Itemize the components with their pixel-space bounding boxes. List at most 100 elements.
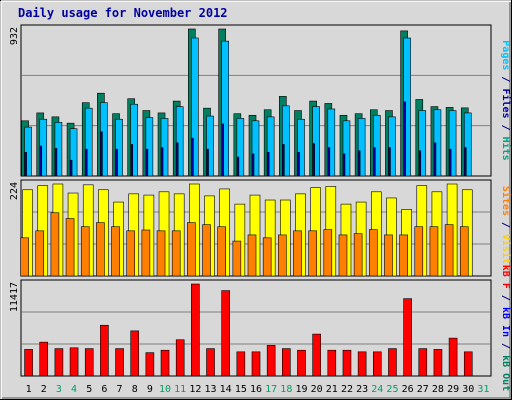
x-tick-30: 30 [462, 384, 474, 395]
legend-part-kbytes-0: kB F [500, 265, 511, 289]
x-tick-19: 19 [295, 384, 307, 395]
y-max-label-hits: 932 [9, 27, 20, 45]
x-tick-3: 3 [56, 384, 62, 395]
bar-hits-files-14 [221, 40, 229, 177]
bar-hits-files-27 [418, 110, 427, 177]
bar-visits-sites-22 [338, 234, 348, 277]
bar-hits-files-11 [175, 106, 184, 177]
bar-hits-pages-5 [84, 148, 88, 177]
bar-hits-pages-22 [342, 153, 346, 177]
bar-hits-pages-2 [39, 145, 43, 177]
bar-hits-files-25 [388, 116, 396, 177]
bar-kbytes-kb-f-26 [403, 298, 412, 377]
bar-visits-sites-12 [187, 222, 196, 277]
bar-hits-pages-25 [388, 147, 391, 177]
x-tick-10: 10 [159, 384, 171, 395]
bar-visits-sites-15 [232, 240, 242, 277]
panel-hits: 932 Pages / Files / Hits [9, 24, 512, 177]
bar-visits-sites-16 [247, 234, 257, 277]
legend-part-visits-0: Sites [500, 186, 512, 216]
bar-kbytes-kb-f-13 [206, 348, 215, 377]
bar-hits-pages-11 [175, 142, 179, 177]
legend-label-kbytes: kB F / kB In / kB Out [500, 265, 511, 391]
x-tick-27: 27 [417, 384, 429, 395]
bar-visits-sites-3 [50, 212, 60, 277]
legend-part-kbytes-4: kB Out [500, 355, 511, 391]
bar-kbytes-kb-f-12 [191, 283, 200, 377]
bar-hits-pages-29 [448, 148, 452, 177]
bar-visits-sites-4 [65, 218, 75, 277]
bar-kbytes-kb-f-18 [282, 348, 291, 377]
bar-hits-pages-14 [221, 123, 224, 177]
legend-part-hits-4: Hits [500, 137, 512, 161]
bar-kbytes-kb-f-11 [175, 339, 185, 377]
bar-kbytes-kb-f-22 [342, 349, 352, 377]
bar-kbytes-kb-f-17 [266, 345, 276, 377]
bar-kbytes-kb-f-7 [115, 348, 124, 377]
bar-visits-sites-10 [156, 230, 166, 277]
bar-hits-pages-13 [206, 148, 209, 177]
bar-hits-pages-21 [327, 147, 331, 177]
chart-panels: 932 Pages / Files / Hits 224 Sites / Visits… [9, 24, 512, 391]
y-max-label-visits: 224 [9, 182, 20, 200]
bar-visits-sites-24 [368, 229, 378, 277]
bar-visits-sites-17 [262, 237, 272, 277]
bar-visits-sites-18 [278, 234, 287, 277]
bar-hits-files-24 [372, 114, 381, 177]
bar-kbytes-kb-f-15 [236, 351, 246, 377]
bar-kbytes-kb-f-9 [145, 352, 155, 377]
bar-visits-sites-6 [96, 222, 105, 277]
bar-hits-files-10 [160, 118, 169, 177]
bar-hits-files-22 [342, 120, 351, 177]
bar-kbytes-kb-f-3 [54, 348, 64, 377]
bar-visits-sites-26 [399, 234, 408, 277]
bar-hits-pages-1 [24, 152, 27, 177]
y-max-label-kbytes: 11417 [9, 282, 20, 312]
bar-hits-files-30 [463, 112, 472, 177]
bar-hits-pages-24 [372, 147, 376, 177]
chart-title: Daily usage for November 2012 [18, 6, 228, 20]
legend-part-hits-2: Files [500, 88, 512, 118]
x-tick-20: 20 [311, 384, 323, 395]
bar-hits-pages-30 [463, 147, 467, 177]
bar-hits-pages-10 [160, 147, 164, 177]
bar-hits-files-1 [24, 126, 32, 177]
x-tick-29: 29 [447, 384, 459, 395]
x-tick-17: 17 [265, 384, 277, 395]
x-tick-12: 12 [189, 384, 201, 395]
bar-hits-files-13 [206, 115, 214, 177]
bar-visits-sites-9 [141, 229, 151, 277]
x-tick-22: 22 [341, 384, 353, 395]
panel-kbytes: 11417 kB F / kB In / kB Out [9, 265, 511, 391]
legend-part-kbytes-1: / [500, 289, 511, 307]
bar-hits-pages-4 [69, 159, 73, 177]
bar-hits-files-20 [312, 106, 320, 177]
bar-hits-pages-9 [145, 148, 149, 177]
bar-kbytes-kb-f-14 [221, 290, 230, 377]
bar-hits-files-15 [236, 118, 245, 177]
bar-hits-files-21 [327, 108, 336, 177]
x-tick-11: 11 [174, 384, 186, 395]
bar-kbytes-kb-f-8 [130, 330, 140, 377]
bar-hits-files-16 [251, 120, 260, 177]
x-tick-16: 16 [250, 384, 262, 395]
bar-kbytes-kb-f-23 [357, 351, 367, 377]
bar-visits-sites-8 [126, 230, 136, 277]
x-tick-6: 6 [101, 384, 107, 395]
legend-part-hits-1: / [500, 70, 511, 88]
bar-hits-files-17 [266, 116, 275, 177]
bar-hits-files-8 [130, 103, 139, 177]
bar-visits-sites-28 [429, 226, 439, 277]
bar-visits-sites-20 [308, 230, 317, 277]
bar-hits-files-23 [357, 118, 366, 177]
x-tick-24: 24 [371, 384, 383, 395]
x-tick-5: 5 [86, 384, 92, 395]
legend-part-hits-3: / [500, 119, 511, 137]
bar-visits-sites-21 [323, 229, 333, 277]
bar-hits-files-29 [448, 110, 457, 177]
x-tick-7: 7 [117, 384, 123, 395]
bar-hits-pages-3 [54, 148, 58, 177]
panel-visits: 224 Sites / Visits [9, 179, 512, 277]
bar-visits-sites-27 [414, 226, 424, 277]
bar-visits-sites-25 [384, 234, 393, 277]
